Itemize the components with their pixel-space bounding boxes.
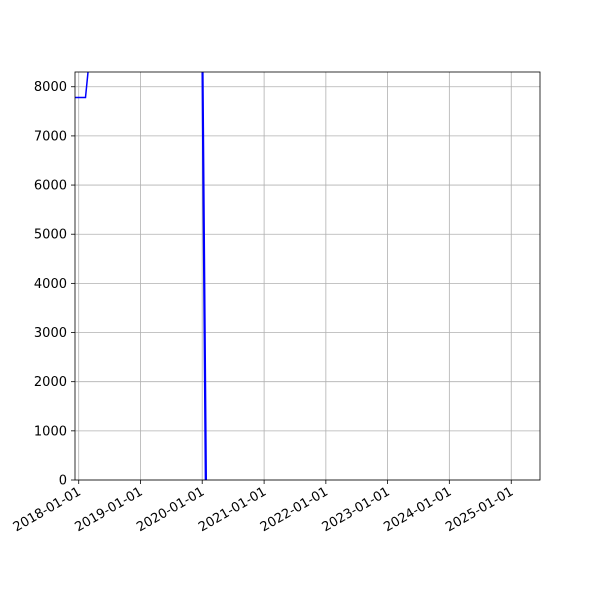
y-tick-label: 6000	[34, 179, 67, 194]
series-line-2	[201, 72, 208, 480]
series-layer	[75, 72, 208, 480]
y-tick-label: 1000	[34, 424, 67, 439]
series-line-1	[75, 72, 89, 99]
y-tick-label: 5000	[34, 228, 67, 243]
y-tick-label: 4000	[34, 277, 67, 292]
y-tick-label: 8000	[34, 80, 67, 95]
y-tick-label: 7000	[34, 129, 67, 144]
plot-frame	[74, 71, 541, 481]
y-tick-label: 0	[59, 474, 67, 489]
y-tick-label: 2000	[34, 375, 67, 390]
y-tick-label: 3000	[34, 326, 67, 341]
